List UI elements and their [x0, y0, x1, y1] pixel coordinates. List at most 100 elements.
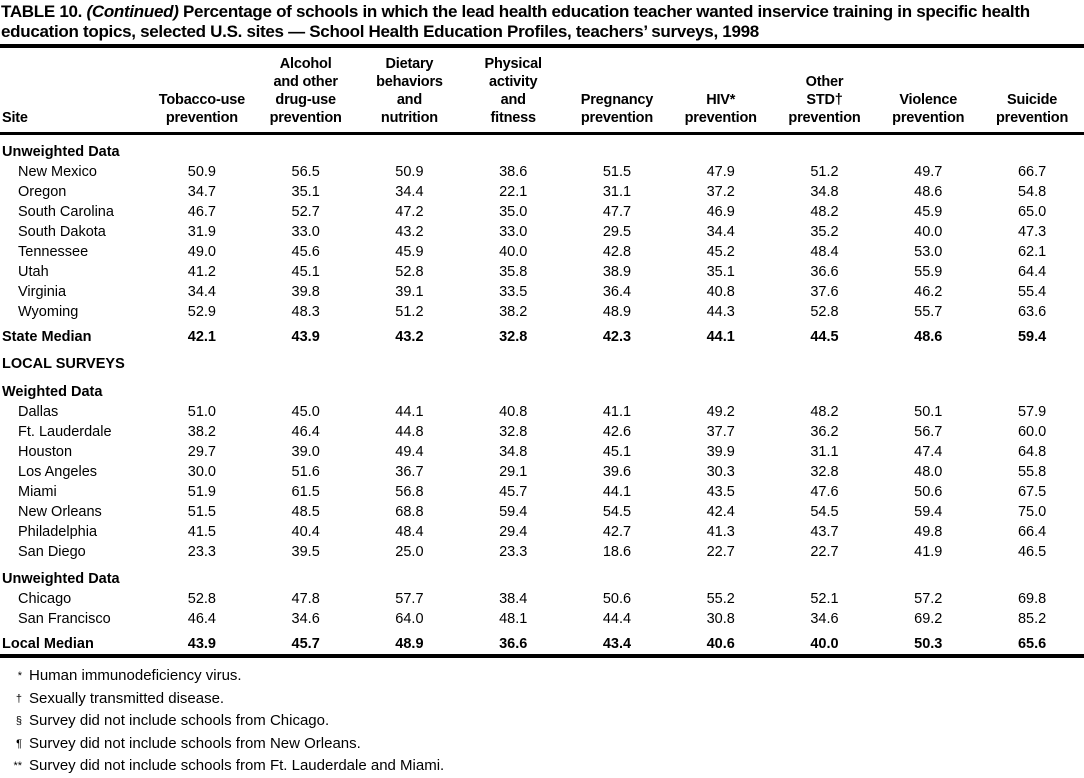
- section-label: LOCAL SURVEYS: [2, 356, 125, 372]
- cell-value: 40.0: [499, 244, 528, 260]
- cell-value: 64.4: [1017, 264, 1047, 280]
- footnote-hiv: * Human immunodeficiency virus.: [0, 665, 1082, 688]
- table-row: Ft. Lauderdale 38.2 46.4 44.8 32.8 42.6 37.7 36…: [0, 422, 1084, 442]
- cell-value: 43.2: [395, 224, 424, 240]
- cell-value: 85.2: [1017, 611, 1047, 627]
- cell-value: 57.2: [914, 591, 943, 607]
- cell-value: 41.2: [187, 264, 216, 280]
- cell-value: 62.1: [1017, 244, 1047, 260]
- cell-value: 64.0: [395, 611, 424, 627]
- cell-value: 46.4: [291, 423, 320, 440]
- table-row-section: Unweighted Data: [0, 134, 1084, 163]
- table-row: Utah 41.2 45.1 52.8 35.8 38.9 35.1 36.6 55.9 64.4: [0, 263, 1084, 283]
- table-row: Chicago 52.8 47.8 57.7 38.4 50.6 55.2 52.1 57.2 6…: [0, 590, 1084, 610]
- cell-value: 34.4: [187, 284, 216, 300]
- cell-value: 44.1: [706, 328, 735, 345]
- cell-value: 52.8: [187, 591, 216, 607]
- cell-value: 35.8: [499, 264, 528, 280]
- footnote-lauderdale-miami: ** Survey did not include schools from F…: [0, 755, 1082, 778]
- cell-value: 49.2: [706, 403, 735, 420]
- footnotes: * Human immunodeficiency virus. † Sexual…: [0, 658, 1084, 778]
- cell-value: 23.3: [187, 543, 216, 560]
- cell-value: 55.2: [706, 591, 735, 607]
- cell-value: 30.0: [187, 463, 216, 480]
- row-label: Miami: [18, 483, 57, 500]
- cell-value: 52.8: [395, 264, 424, 280]
- cell-value: 51.2: [810, 164, 839, 180]
- cell-value: 54.5: [810, 503, 839, 520]
- row-label: San Diego: [18, 543, 86, 560]
- table-row: San Diego 23.3 39.5 25.0 23.3 18.6 22.7 22.7 41.…: [0, 542, 1084, 562]
- cell-value: 67.5: [1017, 483, 1047, 500]
- cell-value: 46.9: [706, 204, 735, 220]
- cell-value: 39.8: [291, 284, 320, 300]
- table-row: Oregon 34.7 35.1 34.4 22.1 31.1 37.2 34.8 48.6 54…: [0, 183, 1084, 203]
- footnote-marker: ¶: [16, 737, 22, 750]
- cell-value: 42.7: [602, 523, 632, 540]
- cell-value: 32.8: [810, 463, 839, 480]
- cell-value: 36.6: [810, 264, 839, 280]
- cell-value: 31.1: [810, 443, 839, 460]
- cell-value: 36.2: [810, 423, 839, 440]
- cell-value: 38.6: [499, 164, 528, 180]
- row-label: New Mexico: [18, 164, 97, 180]
- cell-value: 34.8: [499, 443, 528, 460]
- footnote-new-orleans: ¶ Survey did not include schools from Ne…: [0, 733, 1082, 756]
- cell-value: 52.7: [291, 204, 320, 220]
- cell-value: 69.2: [914, 611, 943, 627]
- cell-value: 75.0: [1017, 503, 1047, 520]
- row-label: Ft. Lauderdale: [18, 423, 112, 440]
- cell-value: 49.0: [187, 244, 216, 260]
- cell-value: 34.6: [810, 611, 839, 627]
- cell-value: 34.6: [291, 611, 320, 627]
- column-header-suicide: Suicide prevention: [980, 48, 1084, 135]
- row-label: Houston: [18, 443, 73, 460]
- cell-value: 51.0: [187, 403, 216, 420]
- cell-value: 69.8: [1017, 591, 1047, 607]
- cell-value: 45.7: [291, 635, 320, 652]
- cell-value: 38.2: [499, 304, 528, 320]
- cell-value: 35.1: [291, 184, 320, 200]
- cell-value: 48.6: [914, 328, 943, 345]
- cell-value: 65.6: [1017, 635, 1047, 652]
- cell-value: 45.6: [291, 244, 320, 260]
- cell-value: 56.7: [914, 423, 943, 440]
- cell-value: 66.7: [1017, 164, 1047, 180]
- cell-value: 51.6: [291, 463, 320, 480]
- cell-value: 33.0: [499, 224, 528, 240]
- cell-value: 50.9: [395, 164, 424, 180]
- section-label: State Median: [2, 328, 92, 345]
- column-header-std: Other STD† prevention: [772, 48, 877, 135]
- cell-value: 35.2: [810, 224, 839, 240]
- footnote-text: Survey did not include schools from New …: [29, 734, 361, 752]
- row-label: Wyoming: [18, 304, 79, 320]
- cell-value: 47.9: [706, 164, 735, 180]
- cell-value: 50.6: [914, 483, 943, 500]
- cell-value: 57.9: [1017, 403, 1047, 420]
- column-header-hiv: HIV* prevention: [668, 48, 773, 135]
- cell-value: 38.2: [187, 423, 216, 440]
- cell-value: 68.8: [395, 503, 424, 520]
- cell-value: 42.1: [187, 328, 216, 345]
- cell-value: 47.2: [395, 204, 424, 220]
- cell-value: 45.1: [602, 443, 632, 460]
- cell-value: 34.8: [810, 184, 839, 200]
- cell-value: 45.0: [291, 403, 320, 420]
- row-label: Utah: [18, 264, 49, 280]
- row-label: Philadelphia: [18, 523, 98, 540]
- footnote-marker: *: [17, 670, 22, 682]
- cell-value: 55.7: [914, 304, 943, 320]
- cell-value: 41.3: [706, 523, 735, 540]
- cell-value: 37.2: [706, 184, 735, 200]
- table-row: Tennessee 49.0 45.6 45.9 40.0 42.8 45.2 48.4 53.…: [0, 243, 1084, 263]
- cell-value: 48.5: [291, 503, 320, 520]
- cell-value: 47.7: [602, 204, 632, 220]
- footnote-text: Survey did not include schools from Ft. …: [29, 757, 445, 774]
- cell-value: 22.1: [499, 184, 528, 200]
- cell-value: 55.9: [914, 264, 943, 280]
- cell-value: 52.8: [810, 304, 839, 320]
- table-row: Houston 29.7 39.0 49.4 34.8 45.1 39.9 31.1 47.4 6…: [0, 442, 1084, 462]
- cell-value: 45.1: [291, 264, 320, 280]
- cell-value: 41.9: [914, 543, 943, 560]
